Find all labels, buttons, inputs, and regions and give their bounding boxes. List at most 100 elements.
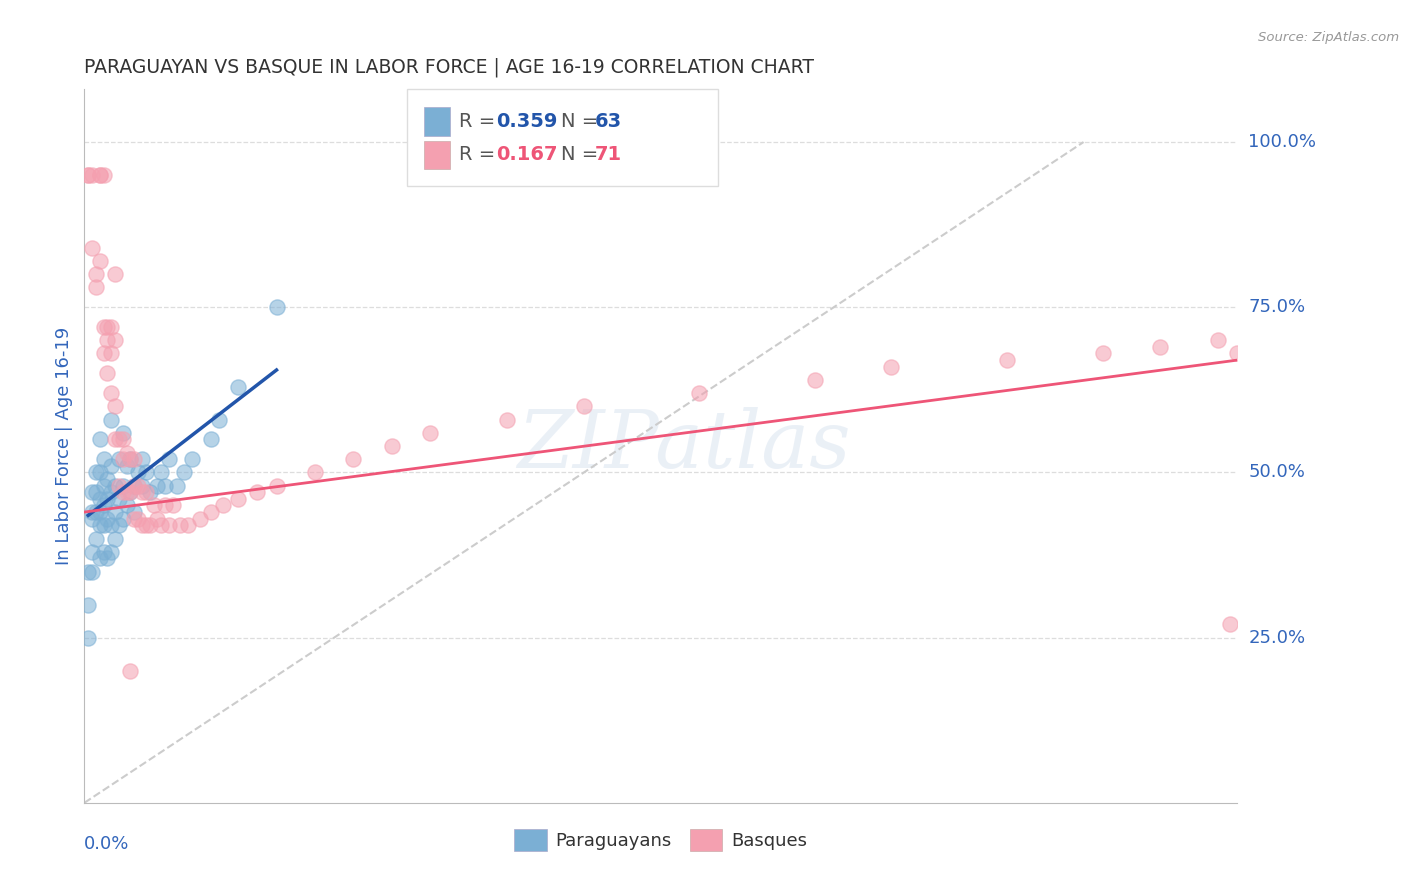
FancyBboxPatch shape: [425, 107, 450, 136]
Y-axis label: In Labor Force | Age 16-19: In Labor Force | Age 16-19: [55, 326, 73, 566]
Point: [89, 433, 111, 447]
Point: [342, 452, 364, 467]
Point: [93, 518, 115, 533]
Text: 0.359: 0.359: [496, 112, 557, 131]
Point: [135, 485, 157, 500]
Text: ZIPatlas: ZIPatlas: [517, 408, 851, 484]
FancyBboxPatch shape: [425, 141, 450, 169]
Point: [688, 386, 710, 401]
Point: [127, 478, 149, 492]
Point: [100, 545, 122, 559]
Point: [93, 452, 115, 467]
Point: [138, 485, 160, 500]
Point: [208, 412, 231, 426]
Point: [124, 478, 146, 492]
Point: [246, 485, 269, 500]
Point: [100, 386, 122, 401]
Point: [157, 518, 180, 533]
Point: [100, 458, 122, 473]
Point: [111, 478, 134, 492]
Point: [89, 491, 111, 506]
Point: [96, 491, 118, 506]
Point: [150, 518, 173, 533]
Point: [572, 400, 595, 414]
Point: [115, 485, 138, 500]
Point: [1149, 340, 1171, 354]
Point: [108, 478, 131, 492]
Text: 25.0%: 25.0%: [1249, 629, 1306, 647]
Point: [96, 472, 118, 486]
Point: [131, 452, 153, 467]
Point: [80, 168, 103, 182]
Point: [1226, 346, 1249, 360]
Point: [181, 452, 204, 467]
FancyBboxPatch shape: [408, 89, 718, 186]
Point: [104, 505, 127, 519]
Point: [96, 551, 118, 566]
Point: [104, 433, 127, 447]
Point: [93, 320, 115, 334]
Point: [80, 241, 103, 255]
Point: [89, 168, 111, 182]
Point: [111, 425, 134, 440]
Text: 50.0%: 50.0%: [1249, 464, 1305, 482]
Text: PARAGUAYAN VS BASQUE IN LABOR FORCE | AGE 16-19 CORRELATION CHART: PARAGUAYAN VS BASQUE IN LABOR FORCE | AG…: [84, 57, 814, 77]
Point: [104, 400, 127, 414]
Point: [120, 452, 142, 467]
Point: [80, 505, 103, 519]
Point: [104, 532, 127, 546]
Point: [200, 505, 222, 519]
Point: [150, 466, 173, 480]
Point: [226, 379, 249, 393]
Point: [89, 254, 111, 268]
Text: N =: N =: [561, 145, 605, 164]
Point: [127, 511, 149, 525]
Point: [124, 478, 146, 492]
Text: 75.0%: 75.0%: [1249, 298, 1306, 317]
Point: [108, 518, 131, 533]
Point: [77, 168, 100, 182]
Point: [96, 333, 118, 347]
Point: [124, 511, 146, 525]
Point: [146, 511, 169, 525]
Point: [188, 511, 211, 525]
Point: [995, 353, 1018, 368]
Point: [84, 466, 107, 480]
Point: [96, 511, 118, 525]
Point: [80, 485, 103, 500]
Point: [124, 505, 146, 519]
Point: [100, 346, 122, 360]
Point: [127, 466, 149, 480]
Point: [131, 518, 153, 533]
Point: [77, 631, 100, 645]
Point: [266, 478, 288, 492]
Point: [166, 478, 188, 492]
Point: [1219, 617, 1241, 632]
Point: [153, 478, 176, 492]
Point: [173, 466, 195, 480]
Point: [157, 452, 180, 467]
Point: [100, 412, 122, 426]
Point: [162, 499, 184, 513]
Text: 100.0%: 100.0%: [1249, 133, 1316, 151]
Point: [120, 485, 142, 500]
Point: [124, 452, 146, 467]
Text: R =: R =: [460, 112, 502, 131]
Text: 0.167: 0.167: [496, 145, 557, 164]
Point: [84, 267, 107, 281]
Point: [111, 511, 134, 525]
Point: [100, 485, 122, 500]
Point: [200, 433, 222, 447]
Point: [84, 532, 107, 546]
Point: [381, 439, 404, 453]
Text: 63: 63: [595, 112, 623, 131]
Point: [84, 485, 107, 500]
Point: [80, 545, 103, 559]
Point: [80, 511, 103, 525]
Point: [108, 491, 131, 506]
Point: [93, 168, 115, 182]
Point: [153, 499, 176, 513]
Text: R =: R =: [460, 145, 502, 164]
Point: [115, 458, 138, 473]
Point: [89, 168, 111, 182]
